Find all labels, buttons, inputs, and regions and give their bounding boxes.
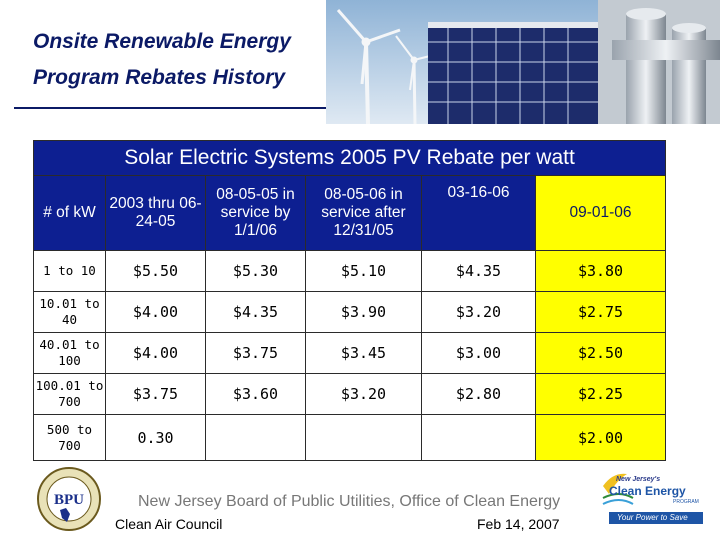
rebate-cell: $2.80 [421, 373, 536, 415]
solar-panel-icon [428, 22, 598, 124]
row-size: 100.01 to 700 [33, 373, 106, 415]
rebate-cell: 0.30 [105, 414, 206, 461]
row-size: 10.01 to 40 [33, 291, 106, 333]
rebate-cell: $3.00 [421, 332, 536, 374]
title-divider [14, 107, 326, 109]
rebate-cell: $4.35 [205, 291, 306, 333]
logo-tag: New Jersey's [616, 476, 661, 483]
column-header-period: 08-05-05 in service by 1/1/06 [205, 175, 306, 251]
rebate-cell: $3.45 [305, 332, 422, 374]
table-row: 40.01 to 100 $4.00 $3.75 $3.45 $3.00 $2.… [33, 332, 667, 374]
logo-name: Clean Energy [609, 484, 686, 498]
column-header-period-current: 09-01-06 [534, 175, 667, 251]
row-size: 40.01 to 100 [33, 332, 106, 374]
footer-date: Feb 14, 2007 [477, 516, 560, 532]
rebate-cell: $3.20 [421, 291, 536, 333]
column-header-period: 2003 thru 06-24-05 [105, 175, 206, 251]
rebate-cell: $4.35 [421, 250, 536, 292]
rebate-cell: $3.60 [205, 373, 306, 415]
rebate-cell: $4.00 [105, 332, 206, 374]
rebate-cell [421, 414, 536, 461]
title-line-2: Program Rebates History [33, 66, 286, 89]
table-row: 100.01 to 700 $3.75 $3.60 $3.20 $2.80 $2… [33, 373, 667, 415]
title-line-1: Onsite Renewable Energy [33, 30, 291, 53]
bpu-seal-icon: BPU [36, 466, 102, 532]
clean-energy-logo-icon: New Jersey's Clean Energy PROGRAM Your P… [599, 468, 707, 532]
rebate-cell: $3.75 [205, 332, 306, 374]
rebate-cell: $5.50 [105, 250, 206, 292]
logo-slogan: Your Power to Save [617, 513, 688, 522]
row-size: 1 to 10 [33, 250, 106, 292]
rebate-cell: $3.90 [305, 291, 422, 333]
seal-text: BPU [54, 492, 84, 508]
rebate-cell-current: $2.50 [534, 332, 667, 374]
column-header-size: # of kW [33, 175, 106, 251]
rebate-cell-current: $2.25 [534, 373, 667, 415]
table-banner: Solar Electric Systems 2005 PV Rebate pe… [32, 140, 667, 176]
wind-turbine-icon [336, 9, 439, 124]
rebate-table: Solar Electric Systems 2005 PV Rebate pe… [32, 140, 667, 461]
logo-sub: PROGRAM [673, 499, 699, 505]
table-row: 10.01 to 40 $4.00 $4.35 $3.90 $3.20 $2.7… [33, 291, 667, 333]
industrial-pipe-icon [598, 0, 720, 124]
logo-slogan-bar [609, 512, 703, 524]
table-row: 500 to 700 0.30 $2.00 [33, 414, 667, 461]
footer-organization: New Jersey Board of Public Utilities, Of… [138, 493, 561, 510]
rebate-cell [205, 414, 306, 461]
rebate-cell-current: $2.00 [534, 414, 667, 461]
photo-collage [326, 0, 720, 124]
table-row: 1 to 10 $5.50 $5.30 $5.10 $4.35 $3.80 [33, 250, 667, 292]
row-size: 500 to 700 [33, 414, 106, 461]
rebate-cell: $4.00 [105, 291, 206, 333]
column-header-period: 03-16-06 [421, 175, 536, 251]
rebate-cell [305, 414, 422, 461]
rebate-cell: $5.10 [305, 250, 422, 292]
rebate-cell: $3.20 [305, 373, 422, 415]
rebate-cell: $3.75 [105, 373, 206, 415]
header-row: # of kW 2003 thru 06-24-05 08-05-05 in s… [33, 175, 667, 251]
column-header-period: 08-05-06 in service after 12/31/05 [305, 175, 422, 251]
rebate-cell-current: $2.75 [534, 291, 667, 333]
rebate-table-container: Solar Electric Systems 2005 PV Rebate pe… [32, 140, 667, 461]
rebate-cell-current: $3.80 [534, 250, 667, 292]
footer-credit: Clean Air Council [115, 516, 223, 532]
rebate-cell: $5.30 [205, 250, 306, 292]
